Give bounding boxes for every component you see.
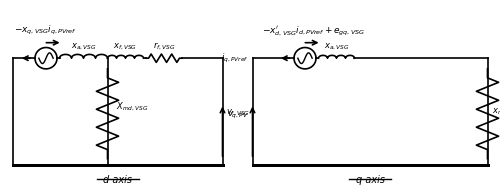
Text: $x_{a,VSG}$: $x_{a,VSG}$ xyxy=(70,42,97,52)
Text: d axis: d axis xyxy=(103,175,132,185)
Text: $-x_{q,VSG}i_{q,PVref}$: $-x_{q,VSG}i_{q,PVref}$ xyxy=(14,24,77,37)
Text: $r_{f,VSG}$: $r_{f,VSG}$ xyxy=(152,41,176,52)
Text: q axis: q axis xyxy=(356,175,384,185)
Text: $i_{q,PVref}$: $i_{q,PVref}$ xyxy=(221,52,248,65)
Text: $-x^{\prime}_{d,VSG}i_{d,PVref}+e_{gq,VSG}$: $-x^{\prime}_{d,VSG}i_{d,PVref}+e_{gq,VS… xyxy=(262,24,366,38)
Text: $v_{q,PV}$: $v_{q,PV}$ xyxy=(227,110,248,121)
Text: $x_{mq,VSG}$: $x_{mq,VSG}$ xyxy=(492,107,500,119)
Text: $i_{d,PVref}$: $i_{d,PVref}$ xyxy=(0,52,2,64)
Text: $x_{f,VSG}$: $x_{f,VSG}$ xyxy=(114,42,138,52)
Text: $v_{f,VSG}$: $v_{f,VSG}$ xyxy=(226,107,250,118)
Text: $x_{a,VSG}$: $x_{a,VSG}$ xyxy=(324,42,349,52)
Text: $X_{md,VSG}$: $X_{md,VSG}$ xyxy=(116,101,149,113)
